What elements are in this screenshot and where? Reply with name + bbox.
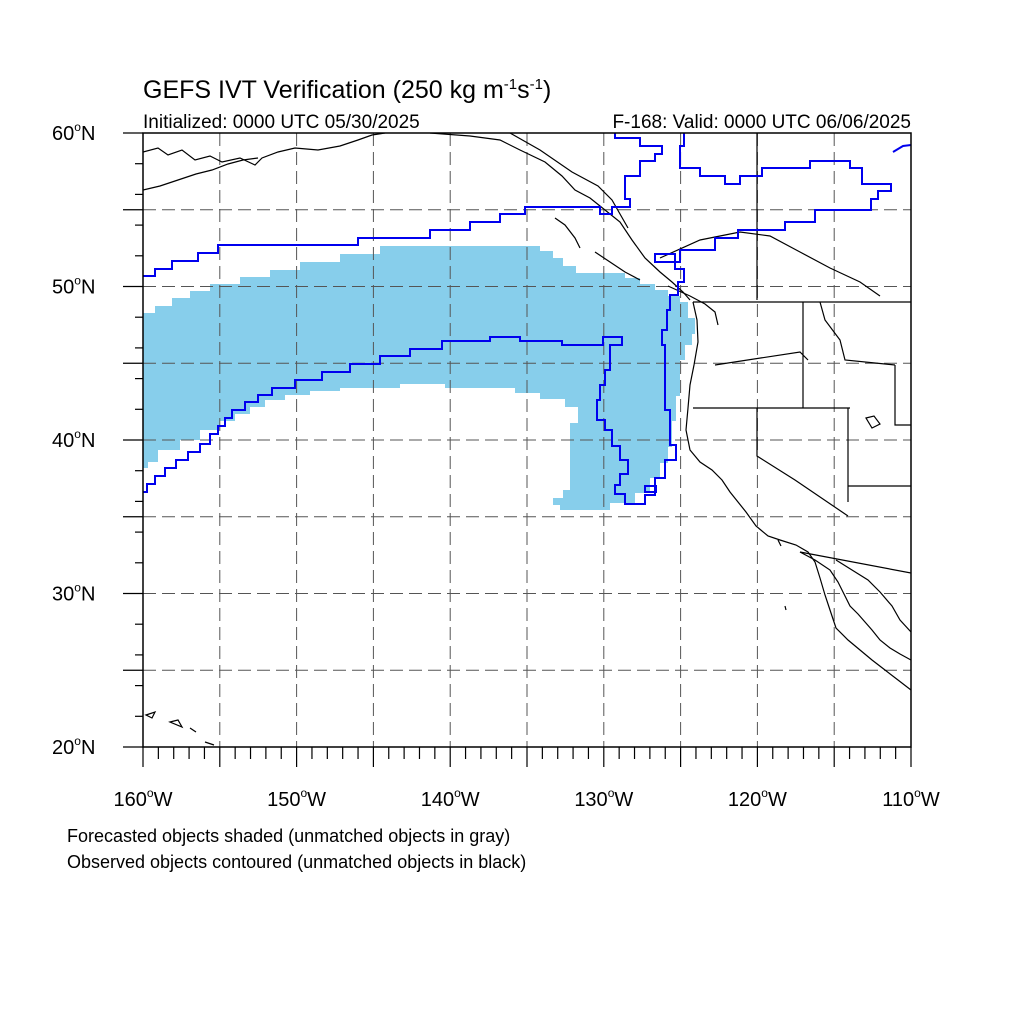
- lon-label: 140oW: [421, 786, 480, 811]
- observed-ivt-contour-small: [644, 485, 657, 493]
- west-coast: [685, 301, 911, 691]
- footnote-observed: Observed objects contoured (unmatched ob…: [67, 852, 527, 872]
- canada-interior-lines: [659, 133, 881, 300]
- figure-title: GEFS IVT Verification (250 kg m-1s-1): [143, 76, 551, 104]
- observed-ivt-contour-edge: [892, 144, 911, 153]
- lon-label: 160oW: [114, 786, 173, 811]
- alaska-peninsula: [143, 157, 259, 191]
- small-islands: [777, 415, 881, 611]
- hawaii-islands: [144, 710, 215, 746]
- lon-label: 110oW: [882, 786, 940, 811]
- gulf-of-alaska-coast: [429, 133, 691, 301]
- baja-coast: [799, 551, 911, 661]
- alaska-coast: [143, 133, 386, 166]
- initialized-label: Initialized: 0000 UTC 05/30/2025: [143, 112, 420, 133]
- lon-label: 130oW: [574, 786, 633, 811]
- footnote-forecast: Forecasted objects shaded (unmatched obj…: [67, 826, 511, 846]
- map-area: [143, 133, 911, 747]
- bc-islands: [554, 217, 719, 326]
- lat-label: 60oN: [52, 120, 95, 145]
- lat-label: 20oN: [52, 734, 95, 759]
- observed-ivt-contour-main: [143, 133, 892, 505]
- latitude-labels: 60oN 50oN 40oN 30oN 20oN: [52, 120, 95, 759]
- observed-ivt-objects: [143, 133, 911, 505]
- lat-label: 50oN: [52, 274, 95, 299]
- forecast-ivt-object: [143, 246, 695, 510]
- valid-label: F-168: Valid: 0000 UTC 06/06/2025: [612, 112, 911, 133]
- longitude-labels: 160oW 150oW 140oW 130oW 120oW 110oW: [114, 786, 940, 811]
- mainland-mexico-coast: [835, 559, 911, 633]
- alaska-panhandle-border: [509, 133, 629, 229]
- lon-label: 120oW: [728, 786, 787, 811]
- lon-label: 150oW: [267, 786, 326, 811]
- map-frame: [123, 132, 912, 767]
- lat-lon-grid: [143, 133, 911, 747]
- lat-label: 30oN: [52, 581, 95, 606]
- state-borders: [693, 301, 911, 574]
- coastlines: [143, 133, 911, 746]
- lat-label: 40oN: [52, 427, 95, 452]
